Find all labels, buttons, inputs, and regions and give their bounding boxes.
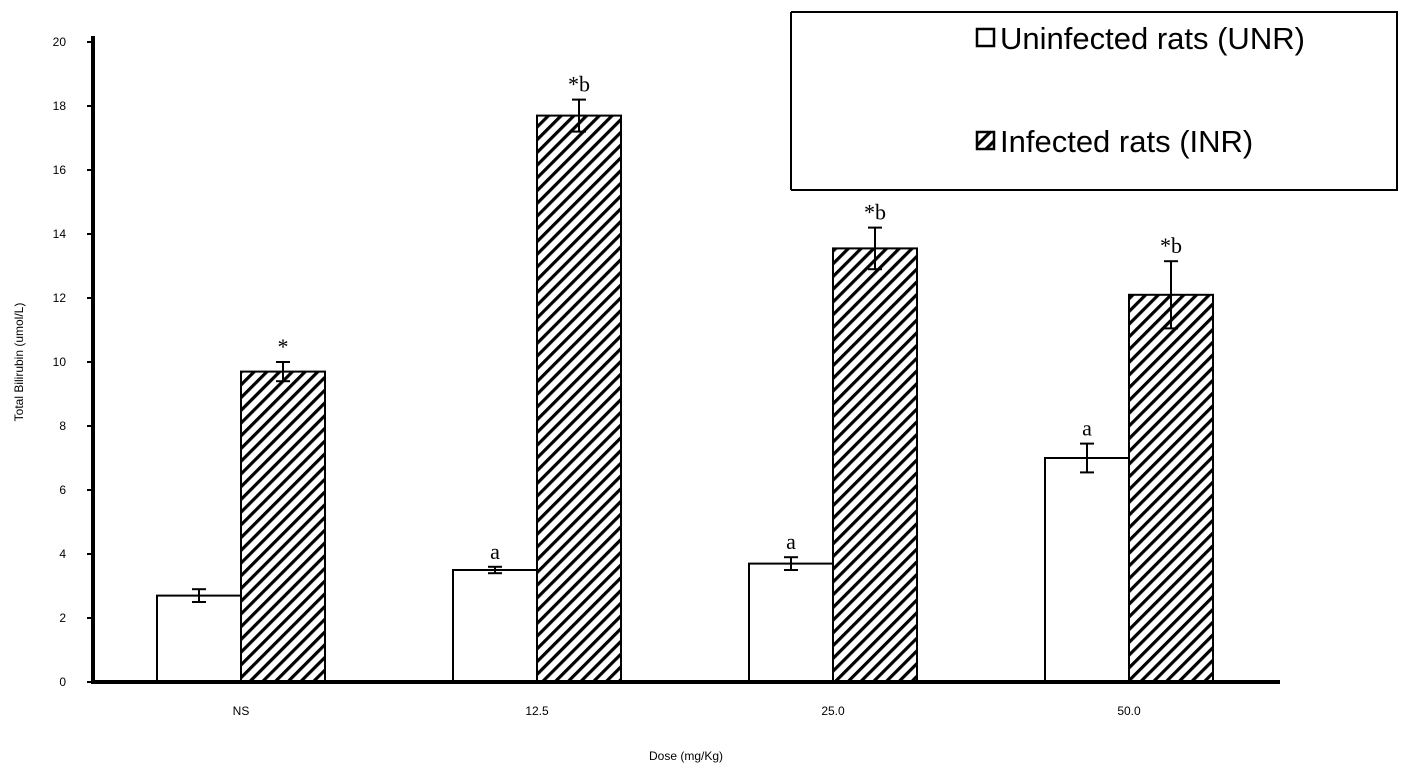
error-bar-uninfected-3 xyxy=(784,556,798,571)
bar-uninfected-2 xyxy=(452,569,538,683)
bar-infected-3 xyxy=(832,247,918,683)
error-bar-infected-4 xyxy=(1164,260,1178,330)
y-tick-label: 10 xyxy=(53,355,67,369)
significance-label-uninfected-3: a xyxy=(786,529,796,554)
legend-swatch-uninfected xyxy=(975,27,996,48)
significance-label-infected-1: * xyxy=(278,334,289,359)
x-axis-title: Dose (mg/Kg) xyxy=(649,749,723,763)
y-tick-label: 14 xyxy=(53,227,67,241)
y-axis-title: Total Bilirubin (umol/L) xyxy=(12,303,26,422)
legend-swatch-infected xyxy=(975,130,996,151)
y-tick-label: 0 xyxy=(59,675,66,689)
x-tick-label: 25.0 xyxy=(821,704,845,718)
x-tick-label: 12.5 xyxy=(525,704,549,718)
legend: Uninfected rats (UNR) Infected rats (INR) xyxy=(790,11,1398,191)
significance-label-infected-4: *b xyxy=(1160,233,1182,258)
bar-uninfected-3 xyxy=(748,562,834,683)
x-tick-label: 50.0 xyxy=(1117,704,1141,718)
bar-infected-2 xyxy=(536,114,622,684)
bar-infected-4 xyxy=(1128,293,1214,683)
error-bar-uninfected-2 xyxy=(488,565,502,575)
error-bar-uninfected-4 xyxy=(1080,442,1094,474)
legend-label-infected: Infected rats (INR) xyxy=(1000,124,1253,159)
significance-label-infected-3: *b xyxy=(864,200,886,225)
error-bar-infected-2 xyxy=(572,98,586,133)
y-tick-label: 2 xyxy=(59,611,66,625)
y-tick-label: 8 xyxy=(59,419,66,433)
significance-label-uninfected-2: a xyxy=(490,539,500,564)
significance-label-uninfected-4: a xyxy=(1082,416,1092,441)
error-bar-infected-3 xyxy=(868,226,882,271)
significance-label-infected-2: *b xyxy=(568,72,590,97)
y-tick-label: 20 xyxy=(53,35,67,49)
error-bar-infected-1 xyxy=(276,361,290,383)
y-tick-label: 12 xyxy=(53,291,67,305)
y-tick-label: 6 xyxy=(59,483,66,497)
legend-label-uninfected: Uninfected rats (UNR) xyxy=(1000,21,1305,56)
x-tick-label: NS xyxy=(233,704,250,718)
bar-uninfected-1 xyxy=(156,594,242,683)
y-tick-label: 16 xyxy=(53,163,67,177)
error-bar-uninfected-1 xyxy=(192,588,206,603)
bar-infected-1 xyxy=(240,370,326,683)
y-tick-label: 18 xyxy=(53,99,67,113)
y-tick-label: 4 xyxy=(59,547,66,561)
bar-uninfected-4 xyxy=(1044,457,1130,683)
